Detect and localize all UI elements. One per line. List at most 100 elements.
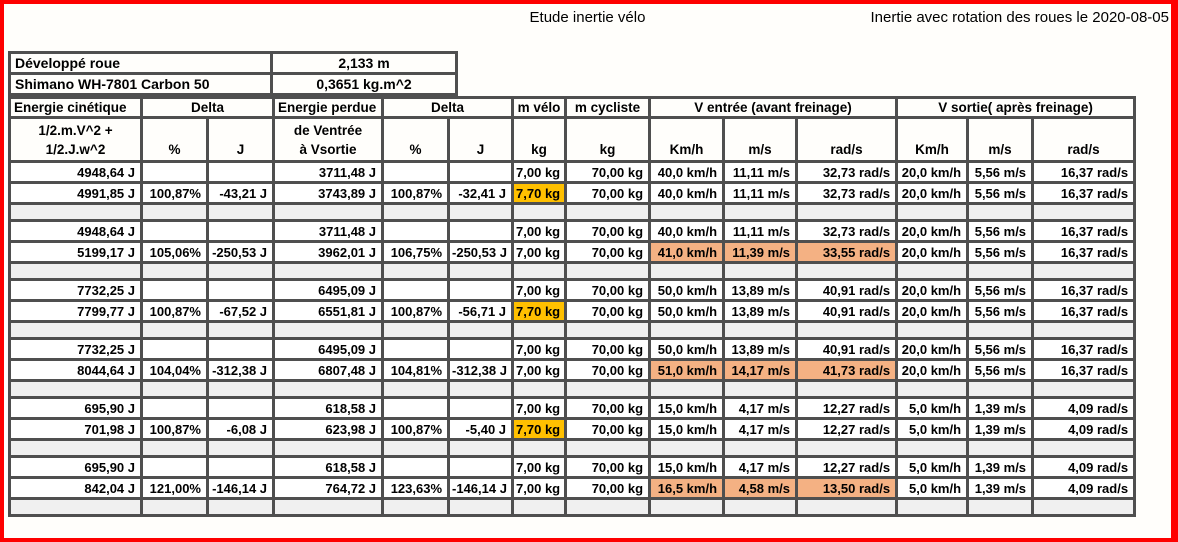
spacer-cell[interactable] xyxy=(722,497,799,517)
info-label-2[interactable]: Shimano WH-7801 Carbon 50 xyxy=(8,72,273,96)
cell-r7-c7[interactable]: 7,00 kg xyxy=(511,278,568,302)
cell-r11-c3[interactable]: -312,38 J xyxy=(205,358,276,382)
cell-r2-c3[interactable]: -43,21 J xyxy=(205,181,276,205)
cell-r10-c14[interactable]: 16,37 rad/s xyxy=(1031,337,1137,361)
header-v-sortie-kmh[interactable]: Km/h xyxy=(895,116,970,163)
cell-r1-c11[interactable]: 32,73 rad/s xyxy=(795,160,899,184)
cell-r5-c2[interactable]: 105,06% xyxy=(140,240,209,264)
header-m-cycliste[interactable]: m cycliste xyxy=(564,96,652,119)
cell-r11-c12[interactable]: 20,0 km/h xyxy=(895,358,970,382)
spacer-cell[interactable] xyxy=(966,202,1035,222)
cell-r5-c5[interactable]: 106,75% xyxy=(381,240,451,264)
cell-r13-c7[interactable]: 7,00 kg xyxy=(511,396,568,420)
cell-r5-c4[interactable]: 3962,01 J xyxy=(272,240,385,264)
cell-r1-c4[interactable]: 3711,48 J xyxy=(272,160,385,184)
spacer-cell[interactable] xyxy=(1031,320,1137,340)
cell-r14-c13[interactable]: 1,39 m/s xyxy=(966,417,1035,441)
spacer-cell[interactable] xyxy=(1031,438,1137,458)
spacer-cell[interactable] xyxy=(1031,202,1137,222)
cell-r11-c6[interactable]: -312,38 J xyxy=(447,358,515,382)
spacer-cell[interactable] xyxy=(272,379,385,399)
cell-r13-c11[interactable]: 12,27 rad/s xyxy=(795,396,899,420)
spacer-cell[interactable] xyxy=(511,379,568,399)
spacer-cell[interactable] xyxy=(447,379,515,399)
spacer-cell[interactable] xyxy=(511,261,568,281)
spacer-cell[interactable] xyxy=(8,438,143,458)
cell-r13-c6[interactable] xyxy=(447,396,515,420)
header-v-sortie[interactable]: V sortie( après freinage) xyxy=(895,96,1137,119)
cell-r14-c11[interactable]: 12,27 rad/s xyxy=(795,417,899,441)
cell-r4-c7[interactable]: 7,00 kg xyxy=(511,219,568,243)
cell-r16-c2[interactable] xyxy=(140,455,209,479)
spacer-cell[interactable] xyxy=(381,320,451,340)
cell-r16-c7[interactable]: 7,00 kg xyxy=(511,455,568,479)
cell-r11-c5[interactable]: 104,81% xyxy=(381,358,451,382)
cell-r7-c11[interactable]: 40,91 rad/s xyxy=(795,278,899,302)
cell-r14-c14[interactable]: 4,09 rad/s xyxy=(1031,417,1137,441)
cell-r8-c5[interactable]: 100,87% xyxy=(381,299,451,323)
spacer-cell[interactable] xyxy=(722,379,799,399)
spacer-cell[interactable] xyxy=(648,320,726,340)
cell-r14-c2[interactable]: 100,87% xyxy=(140,417,209,441)
cell-r17-c4[interactable]: 764,72 J xyxy=(272,476,385,500)
cell-r4-c11[interactable]: 32,73 rad/s xyxy=(795,219,899,243)
spacer-cell[interactable] xyxy=(381,379,451,399)
header-v-entree-rads[interactable]: rad/s xyxy=(795,116,899,163)
cell-r13-c14[interactable]: 4,09 rad/s xyxy=(1031,396,1137,420)
spacer-cell[interactable] xyxy=(966,497,1035,517)
cell-r10-c3[interactable] xyxy=(205,337,276,361)
spacer-cell[interactable] xyxy=(966,379,1035,399)
cell-r16-c8[interactable]: 70,00 kg xyxy=(564,455,652,479)
spacer-cell[interactable] xyxy=(1031,261,1137,281)
spacer-cell[interactable] xyxy=(895,261,970,281)
cell-r17-c5[interactable]: 123,63% xyxy=(381,476,451,500)
spacer-cell[interactable] xyxy=(140,379,209,399)
cell-r7-c4[interactable]: 6495,09 J xyxy=(272,278,385,302)
spacer-cell[interactable] xyxy=(511,497,568,517)
spacer-cell[interactable] xyxy=(564,438,652,458)
spacer-cell[interactable] xyxy=(722,261,799,281)
cell-r10-c6[interactable] xyxy=(447,337,515,361)
info-value-1[interactable]: 2,133 m xyxy=(270,51,458,75)
cell-r5-c12[interactable]: 20,0 km/h xyxy=(895,240,970,264)
spacer-cell[interactable] xyxy=(140,497,209,517)
cell-r16-c6[interactable] xyxy=(447,455,515,479)
cell-r1-c6[interactable] xyxy=(447,160,515,184)
spacer-cell[interactable] xyxy=(795,379,899,399)
cell-r17-c12[interactable]: 5,0 km/h xyxy=(895,476,970,500)
cell-r13-c13[interactable]: 1,39 m/s xyxy=(966,396,1035,420)
cell-r7-c3[interactable] xyxy=(205,278,276,302)
cell-r8-c9[interactable]: 50,0 km/h xyxy=(648,299,726,323)
spacer-cell[interactable] xyxy=(722,438,799,458)
cell-r14-c5[interactable]: 100,87% xyxy=(381,417,451,441)
spacer-cell[interactable] xyxy=(795,202,899,222)
cell-r8-c2[interactable]: 100,87% xyxy=(140,299,209,323)
cell-r4-c13[interactable]: 5,56 m/s xyxy=(966,219,1035,243)
cell-r8-c11[interactable]: 40,91 rad/s xyxy=(795,299,899,323)
cell-r14-c9[interactable]: 15,0 km/h xyxy=(648,417,726,441)
cell-r8-c8[interactable]: 70,00 kg xyxy=(564,299,652,323)
cell-r17-c14[interactable]: 4,09 rad/s xyxy=(1031,476,1137,500)
spacer-cell[interactable] xyxy=(648,438,726,458)
header-m-velo[interactable]: m vélo xyxy=(511,96,568,119)
cell-r2-c6[interactable]: -32,41 J xyxy=(447,181,515,205)
spacer-cell[interactable] xyxy=(511,202,568,222)
cell-r1-c3[interactable] xyxy=(205,160,276,184)
cell-r4-c8[interactable]: 70,00 kg xyxy=(564,219,652,243)
cell-r17-c3[interactable]: -146,14 J xyxy=(205,476,276,500)
cell-r16-c10[interactable]: 4,17 m/s xyxy=(722,455,799,479)
cell-r7-c10[interactable]: 13,89 m/s xyxy=(722,278,799,302)
cell-r11-c9[interactable]: 51,0 km/h xyxy=(648,358,726,382)
cell-r5-c13[interactable]: 5,56 m/s xyxy=(966,240,1035,264)
cell-r16-c14[interactable]: 4,09 rad/s xyxy=(1031,455,1137,479)
cell-r5-c3[interactable]: -250,53 J xyxy=(205,240,276,264)
cell-r7-c8[interactable]: 70,00 kg xyxy=(564,278,652,302)
header-joules-2[interactable]: J xyxy=(447,116,515,163)
spacer-cell[interactable] xyxy=(8,320,143,340)
cell-r1-c12[interactable]: 20,0 km/h xyxy=(895,160,970,184)
cell-r4-c14[interactable]: 16,37 rad/s xyxy=(1031,219,1137,243)
header-pct-1[interactable]: % xyxy=(140,116,209,163)
spacer-cell[interactable] xyxy=(8,379,143,399)
cell-r11-c8[interactable]: 70,00 kg xyxy=(564,358,652,382)
cell-r2-c11[interactable]: 32,73 rad/s xyxy=(795,181,899,205)
